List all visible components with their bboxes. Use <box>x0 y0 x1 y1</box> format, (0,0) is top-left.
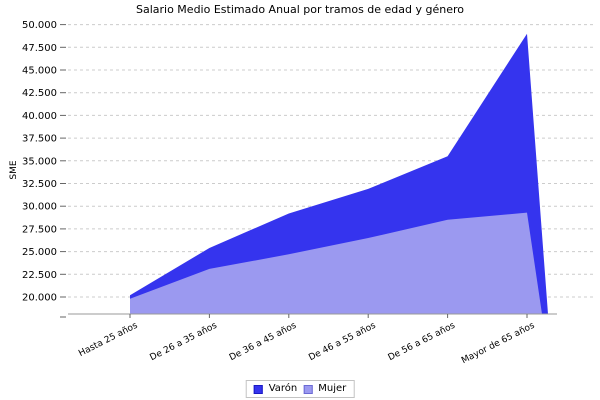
legend-swatch-mujer <box>303 384 313 394</box>
y-tick-label: 47.500 <box>22 43 57 54</box>
area-mujer <box>130 212 542 314</box>
x-category-label: De 36 a 45 años <box>228 321 299 364</box>
x-category-label: De 46 a 55 años <box>307 321 378 364</box>
legend-swatch-varon <box>253 384 263 394</box>
y-tick-label: 30.000 <box>22 202 57 213</box>
x-category-label: De 26 a 35 años <box>149 321 220 364</box>
y-tick-label: 22.500 <box>22 270 57 281</box>
y-tick-label: 37.500 <box>22 134 57 145</box>
y-tick-label: 50.000 <box>22 20 57 31</box>
y-tick-label: 42.500 <box>22 88 57 99</box>
legend-label-mujer: Mujer <box>318 383 347 394</box>
chart-title: Salario Medio Estimado Anual por tramos … <box>135 3 465 16</box>
x-category-label: Hasta 25 años <box>77 321 139 359</box>
legend-label-varon: Varón <box>268 383 298 394</box>
x-category-label: Mayor de 65 años <box>460 321 537 367</box>
y-tick-label: 40.000 <box>22 111 57 122</box>
y-tick-label: 27.500 <box>22 224 57 235</box>
y-tick-label: 20.000 <box>22 293 57 304</box>
y-tick-label: 25.000 <box>22 247 57 258</box>
y-tick-label: 35.000 <box>22 156 57 167</box>
legend: Varón Mujer <box>245 380 355 398</box>
y-tick-label: 45.000 <box>22 66 57 77</box>
x-category-label: De 56 a 65 años <box>387 321 458 364</box>
y-tick-label: 32.500 <box>22 179 57 190</box>
